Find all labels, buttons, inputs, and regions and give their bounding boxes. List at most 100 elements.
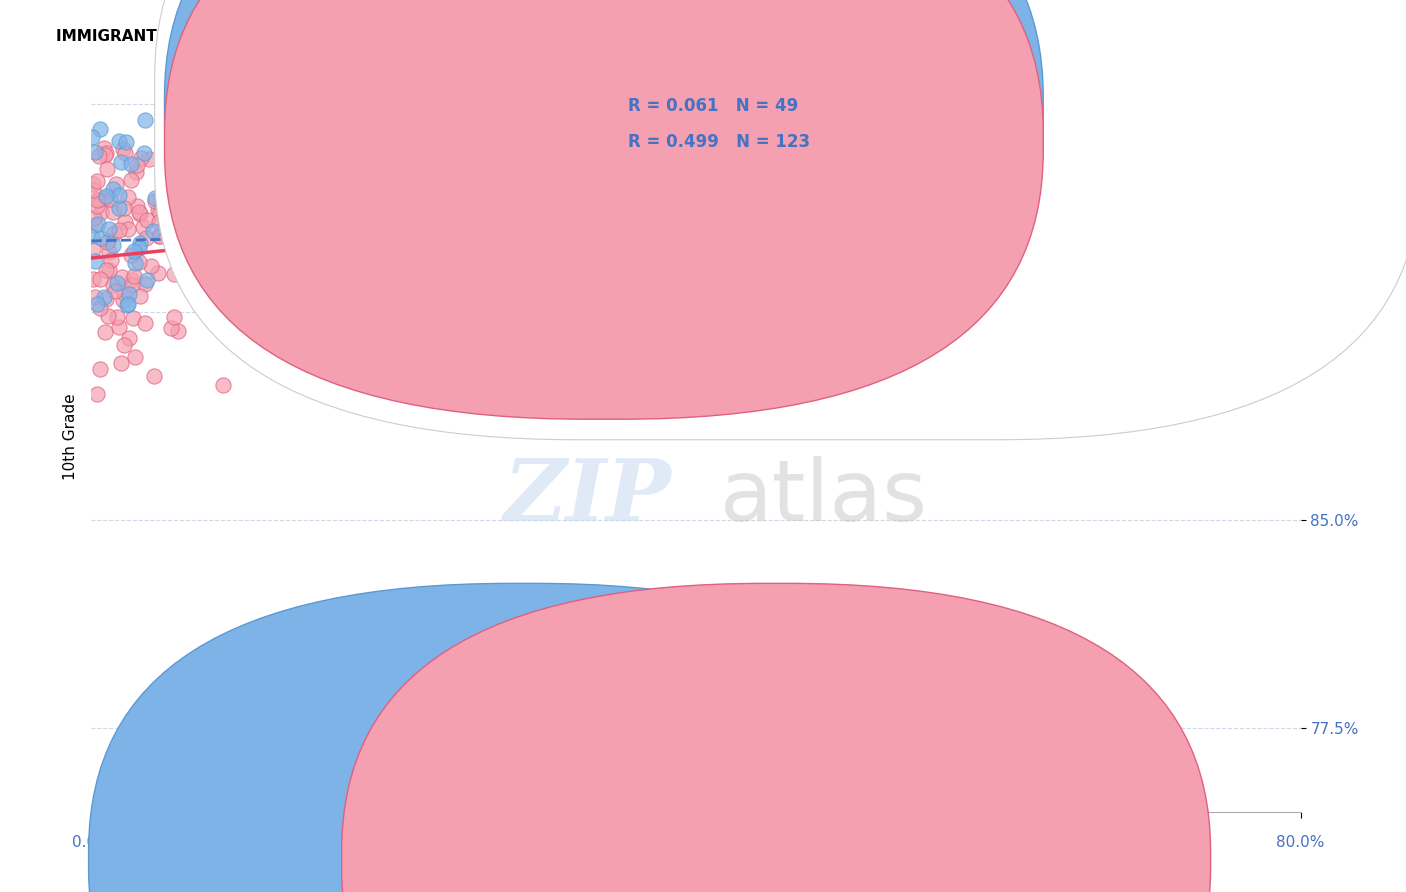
Point xyxy=(90,205,112,219)
Text: IMMIGRANTS FROM JAPAN VS IMMIGRANTS FROM INDIA 10TH GRADE CORRELATION CHART: IMMIGRANTS FROM JAPAN VS IMMIGRANTS FROM… xyxy=(56,29,837,44)
Text: R = 0.061   N = 49: R = 0.061 N = 49 xyxy=(628,97,799,115)
Point xyxy=(1004,246,1026,260)
Point xyxy=(86,193,108,207)
Point xyxy=(741,221,763,235)
Point xyxy=(94,148,117,162)
Point xyxy=(136,213,159,227)
Text: Immigrants from India: Immigrants from India xyxy=(794,851,965,865)
Point xyxy=(724,197,747,211)
Point xyxy=(103,181,125,195)
Point xyxy=(166,324,188,338)
Point xyxy=(82,271,104,285)
Point xyxy=(82,242,104,256)
Point xyxy=(111,269,134,284)
Point xyxy=(197,256,219,270)
Point xyxy=(149,190,172,204)
Point xyxy=(103,227,125,241)
Point xyxy=(97,244,120,259)
Point xyxy=(105,177,128,191)
Point xyxy=(134,277,156,292)
Point xyxy=(105,310,128,325)
Point xyxy=(142,224,165,238)
Point xyxy=(121,273,143,287)
Point xyxy=(181,145,204,160)
Point xyxy=(143,194,166,208)
Point xyxy=(122,268,145,283)
Point xyxy=(120,172,142,186)
Point xyxy=(94,293,117,307)
Point xyxy=(169,204,191,219)
Point xyxy=(170,205,193,219)
Point xyxy=(111,142,134,156)
Text: 0.0%: 0.0% xyxy=(72,836,111,850)
Point xyxy=(1095,777,1118,791)
Point xyxy=(1077,217,1099,231)
Point xyxy=(118,287,141,301)
Point xyxy=(138,153,160,167)
Point xyxy=(143,369,166,384)
Text: 80.0%: 80.0% xyxy=(1277,836,1324,850)
Point xyxy=(148,215,170,229)
Point xyxy=(1067,157,1090,171)
Point xyxy=(112,286,135,301)
Point xyxy=(86,199,108,213)
Point xyxy=(89,362,111,376)
Point xyxy=(135,231,157,245)
Point xyxy=(83,211,105,225)
Point xyxy=(1053,182,1076,196)
Point xyxy=(94,325,117,339)
Point xyxy=(101,238,124,252)
Point xyxy=(82,178,104,192)
Point xyxy=(174,245,197,260)
Point xyxy=(191,226,214,240)
Text: Immigrants from Japan: Immigrants from Japan xyxy=(541,851,717,865)
Point xyxy=(89,121,111,136)
Point xyxy=(110,154,132,169)
Point xyxy=(163,310,186,325)
Text: Source: ZipAtlas.com: Source: ZipAtlas.com xyxy=(1230,29,1364,42)
Point xyxy=(150,196,173,211)
Point xyxy=(120,248,142,262)
Point xyxy=(772,242,794,256)
Point xyxy=(93,191,115,205)
Point xyxy=(117,221,139,235)
Point xyxy=(82,183,104,197)
Point xyxy=(117,297,139,311)
Point xyxy=(134,317,156,331)
Y-axis label: 10th Grade: 10th Grade xyxy=(62,393,77,481)
Point xyxy=(111,293,134,307)
Point xyxy=(101,278,124,293)
Point xyxy=(96,161,118,176)
Point xyxy=(157,160,180,174)
Point xyxy=(107,202,129,216)
Point xyxy=(1081,188,1104,202)
Point xyxy=(180,285,202,300)
Text: ZIP: ZIP xyxy=(503,455,672,539)
Point xyxy=(128,204,150,219)
Point xyxy=(86,174,108,188)
Point xyxy=(756,140,779,154)
Point xyxy=(114,145,136,160)
Point xyxy=(132,145,155,160)
Point xyxy=(82,229,104,244)
Point xyxy=(181,190,204,204)
Point xyxy=(141,260,163,274)
Point xyxy=(129,289,152,303)
Point xyxy=(128,235,150,250)
Point xyxy=(128,241,150,255)
Point xyxy=(782,309,804,323)
Point xyxy=(117,190,139,204)
Point xyxy=(522,259,544,273)
Point xyxy=(1097,264,1119,278)
Point xyxy=(132,219,155,234)
Point xyxy=(159,320,181,334)
Point xyxy=(112,201,135,215)
Point xyxy=(1011,216,1033,230)
Point xyxy=(215,172,238,186)
Point xyxy=(125,158,148,172)
Point xyxy=(558,220,581,235)
Point xyxy=(114,215,136,229)
Point xyxy=(1211,150,1233,164)
Point xyxy=(124,350,146,364)
Point xyxy=(129,151,152,165)
